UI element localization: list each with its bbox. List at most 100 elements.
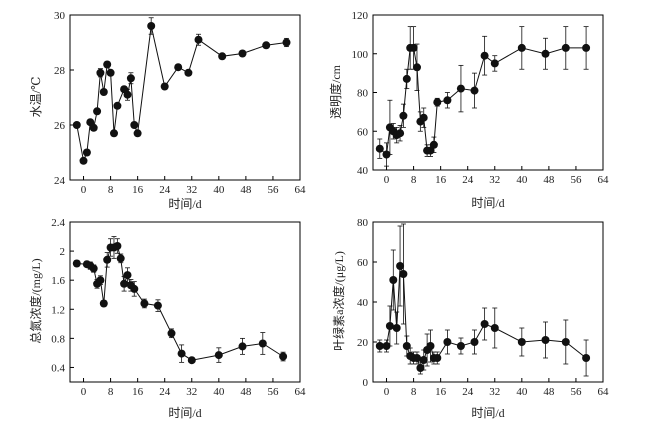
data-point bbox=[382, 342, 391, 350]
data-point bbox=[582, 43, 591, 52]
x-tick-label: 48 bbox=[240, 184, 252, 196]
data-point bbox=[433, 354, 442, 362]
data-point bbox=[79, 156, 88, 165]
y-tick-label: 1.2 bbox=[51, 304, 65, 316]
data-point bbox=[392, 324, 401, 332]
data-point bbox=[93, 107, 102, 116]
y-tick-label: 40 bbox=[357, 165, 369, 177]
data-point bbox=[218, 52, 227, 61]
data-point bbox=[140, 299, 149, 308]
data-point bbox=[433, 98, 442, 107]
data-point bbox=[258, 339, 267, 348]
x-tick-label: 8 bbox=[108, 386, 114, 398]
data-point bbox=[541, 49, 550, 58]
data-point bbox=[419, 113, 428, 122]
data-point bbox=[375, 342, 384, 350]
data-point bbox=[184, 68, 193, 77]
data-point bbox=[443, 338, 452, 346]
data-point bbox=[130, 284, 139, 293]
data-point bbox=[116, 254, 125, 263]
x-axis-label: 时间/d bbox=[471, 406, 504, 420]
data-point bbox=[123, 90, 132, 99]
plot-frame bbox=[69, 221, 301, 383]
y-tick-label: 100 bbox=[352, 49, 369, 61]
data-point bbox=[99, 299, 108, 308]
y-axis-label: 水温/℃ bbox=[29, 77, 43, 118]
chart-total-nitrogen: 0 8 16 24 32 40 48 56 64 0.4 0.8 1.2 1.6 2 2.4 时间/d 总氮浓度… bbox=[28, 217, 306, 420]
x-tick-label: 32 bbox=[489, 386, 500, 398]
data-point bbox=[399, 111, 408, 120]
data-point bbox=[130, 121, 139, 129]
y-tick-label: 30 bbox=[54, 10, 66, 22]
x-tick-label: 64 bbox=[295, 386, 307, 398]
x-tick-label: 16 bbox=[435, 386, 447, 398]
data-point bbox=[385, 322, 394, 330]
data-point bbox=[103, 60, 112, 69]
data-point bbox=[490, 324, 499, 332]
x-tick-label: 8 bbox=[411, 174, 417, 186]
data-point bbox=[416, 364, 425, 372]
plot-frame bbox=[69, 14, 301, 181]
data-point bbox=[279, 352, 288, 361]
x-tick-label: 0 bbox=[81, 184, 87, 196]
data-point bbox=[561, 43, 570, 52]
data-point bbox=[110, 129, 118, 138]
data-point bbox=[282, 38, 291, 47]
data-point bbox=[470, 86, 479, 95]
x-tick-label: 8 bbox=[411, 386, 417, 398]
chart-water-temp: 0 8 16 24 32 40 48 56 64 24 26 28 30 时间/d 水温/℃ bbox=[29, 10, 306, 211]
data-point bbox=[133, 129, 142, 138]
x-tick-label: 64 bbox=[295, 184, 307, 196]
x-axis-label: 时间/d bbox=[168, 406, 201, 420]
data-point bbox=[426, 146, 435, 155]
data-point bbox=[194, 35, 203, 44]
x-tick-label: 32 bbox=[186, 184, 197, 196]
x-tick-label: 64 bbox=[598, 386, 610, 398]
series-line bbox=[76, 25, 287, 163]
chart-chlorophyll-a: 0 8 16 24 32 40 48 56 64 0 20 40 60 80 时间/d 叶绿素a浓度/(μg/… bbox=[331, 217, 609, 420]
data-point bbox=[72, 259, 81, 268]
plot-frame bbox=[372, 14, 604, 171]
y-tick-label: 80 bbox=[357, 88, 369, 100]
data-point bbox=[419, 356, 428, 364]
data-point bbox=[106, 68, 115, 77]
x-tick-label: 16 bbox=[435, 174, 447, 186]
data-point bbox=[382, 150, 391, 159]
y-tick-label: 60 bbox=[357, 126, 369, 138]
data-point bbox=[238, 49, 247, 58]
data-point bbox=[153, 301, 162, 310]
data-point bbox=[396, 262, 405, 270]
data-point bbox=[541, 336, 550, 344]
y-tick-label: 20 bbox=[357, 337, 369, 349]
y-tick-label: 0.8 bbox=[51, 333, 65, 345]
data-point bbox=[96, 68, 105, 77]
data-point bbox=[187, 356, 196, 365]
data-point bbox=[113, 242, 122, 250]
data-point bbox=[582, 354, 591, 362]
x-axis-label: 时间/d bbox=[168, 197, 201, 211]
y-tick-label: 60 bbox=[357, 257, 369, 269]
data-point bbox=[456, 342, 465, 350]
data-point bbox=[89, 264, 98, 273]
data-point bbox=[399, 270, 408, 278]
data-point bbox=[561, 338, 570, 346]
x-tick-label: 24 bbox=[159, 386, 171, 398]
data-point bbox=[167, 329, 176, 338]
x-tick-label: 56 bbox=[267, 386, 279, 398]
x-tick-label: 40 bbox=[516, 386, 528, 398]
x-tick-label: 56 bbox=[570, 386, 582, 398]
data-point bbox=[396, 129, 405, 138]
y-tick-label: 0 bbox=[363, 377, 369, 389]
y-tick-label: 120 bbox=[352, 10, 369, 22]
chart-transparency: 0 8 16 24 32 40 48 56 64 40 60 80 100 120 时间/d 透明度/cm bbox=[328, 10, 609, 210]
data-point bbox=[126, 74, 135, 83]
data-point bbox=[214, 351, 223, 360]
data-point bbox=[409, 43, 418, 52]
x-tick-label: 16 bbox=[132, 386, 144, 398]
data-point bbox=[113, 101, 122, 110]
data-point bbox=[443, 96, 452, 105]
data-point bbox=[470, 338, 479, 346]
x-tick-label: 8 bbox=[108, 184, 114, 196]
x-tick-label: 56 bbox=[267, 184, 279, 196]
